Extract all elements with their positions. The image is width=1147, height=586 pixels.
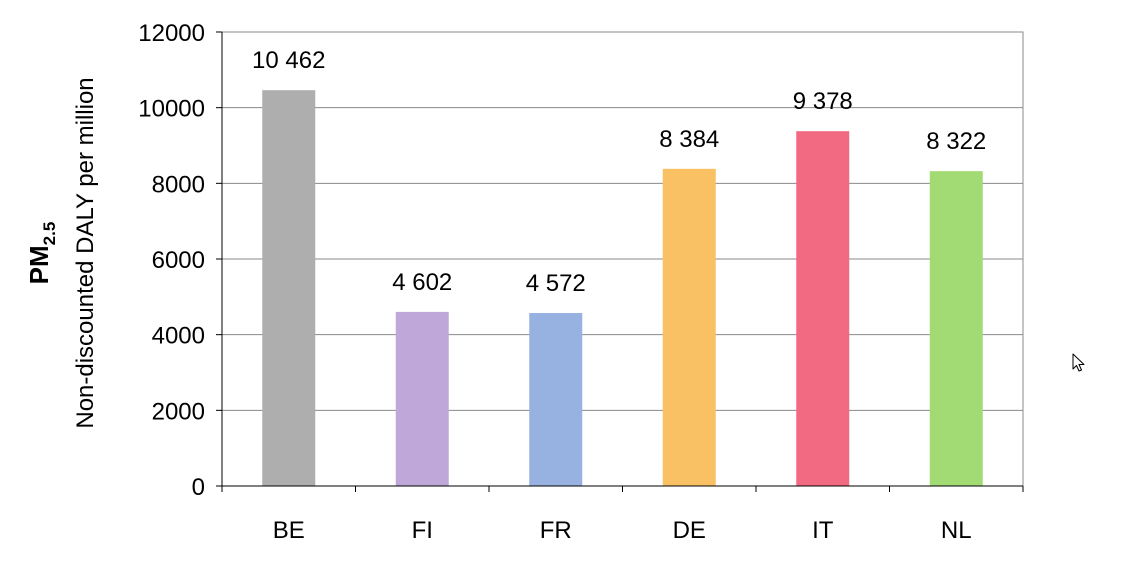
plot-area: 10 462 4 602 4 572 8 384 9 378 8 322 (216, 31, 1024, 492)
data-label-fi: 4 602 (392, 269, 452, 296)
y-tick-labels: 0 2000 4000 6000 8000 10000 12000 (138, 20, 205, 501)
x-tick-label-fi: FI (412, 517, 433, 544)
data-label-be: 10 462 (252, 47, 325, 74)
x-tick-label-nl: NL (941, 517, 972, 544)
bar-de (662, 168, 716, 486)
x-tick-label-fr: FR (540, 517, 572, 544)
y-tick-label: 12000 (138, 20, 205, 47)
x-tick-label-be: BE (273, 517, 305, 544)
y-tick-label: 4000 (152, 323, 205, 350)
x-tick-label-de: DE (673, 517, 706, 544)
data-label-nl: 8 322 (926, 128, 986, 155)
y-tick-label: 0 (192, 474, 205, 501)
bar-fr (529, 313, 583, 486)
x-tick-label-it: IT (812, 517, 834, 544)
data-label-fr: 4 572 (526, 270, 586, 297)
bars (262, 90, 983, 486)
y-ticks (216, 31, 222, 487)
gridlines (222, 31, 1023, 411)
bar-be (262, 90, 316, 486)
y-axis-title: PM2.5 Non-discounted DALY per million (24, 77, 99, 428)
y-axis-title-secondary: Non-discounted DALY per million (72, 77, 99, 428)
x-ticks (221, 486, 1024, 492)
y-axis-title-pm: PM (24, 245, 54, 284)
bar-fi (395, 311, 449, 486)
y-tick-label: 8000 (152, 171, 205, 198)
y-tick-label: 10000 (138, 96, 205, 123)
y-tick-label: 2000 (152, 398, 205, 425)
data-label-de: 8 384 (659, 126, 719, 153)
mouse-pointer-icon (1072, 353, 1085, 372)
y-axis-title-main: PM2.5 (24, 222, 59, 285)
data-label-it: 9 378 (793, 88, 853, 115)
bar-nl (929, 171, 983, 486)
y-tick-label: 6000 (152, 247, 205, 274)
y-axis-title-subscript: 2.5 (40, 222, 59, 246)
bar-it (796, 131, 850, 486)
value-labels: 10 462 4 602 4 572 8 384 9 378 8 322 (252, 47, 986, 297)
x-tick-labels: BE FI FR DE IT NL (273, 517, 972, 544)
